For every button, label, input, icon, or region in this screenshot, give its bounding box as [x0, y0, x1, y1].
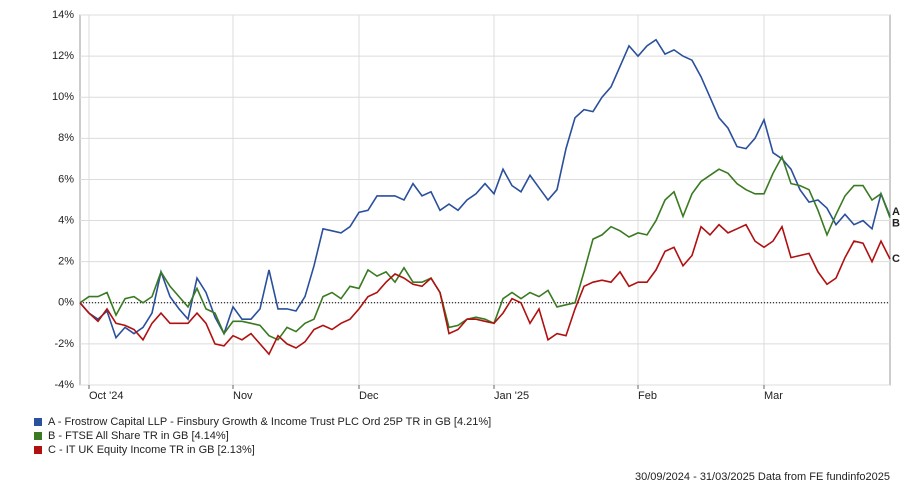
x-tick-label: Mar: [764, 390, 783, 402]
y-tick-label: 4%: [58, 214, 74, 226]
y-tick-label: 12%: [52, 50, 74, 62]
end-label: A: [892, 206, 900, 218]
y-tick-label: 14%: [52, 9, 74, 21]
series-line: [79, 223, 891, 356]
plot-frame: [79, 14, 891, 386]
y-tick-label: 8%: [58, 132, 74, 144]
footer: 30/09/2024 - 31/03/2025 Data from FE fun…: [635, 471, 890, 483]
y-tick-label: 10%: [52, 91, 74, 103]
y-tick-label: -2%: [54, 338, 74, 350]
legend-swatch: [34, 432, 42, 440]
end-label: B: [892, 218, 900, 230]
x-tick-label: Nov: [233, 390, 253, 402]
legend-swatch: [34, 446, 42, 454]
x-tick-label: Jan '25: [494, 390, 529, 402]
x-tick-label: Dec: [359, 390, 379, 402]
y-tick-label: 2%: [58, 256, 74, 268]
x-tick-label: Feb: [638, 390, 657, 402]
x-tick-label: Oct '24: [89, 390, 124, 402]
y-tick-label: 0%: [58, 297, 74, 309]
series-line: [79, 38, 891, 340]
y-tick-label: 6%: [58, 173, 74, 185]
legend-label: A - Frostrow Capital LLP - Finsbury Grow…: [48, 416, 491, 428]
legend-swatch: [34, 418, 42, 426]
y-tick-label: -4%: [54, 379, 74, 391]
legend-label: B - FTSE All Share TR in GB [4.14%]: [48, 430, 229, 442]
series-line: [79, 154, 891, 341]
legend-label: C - IT UK Equity Income TR in GB [2.13%]: [48, 444, 255, 456]
end-label: C: [892, 253, 900, 265]
